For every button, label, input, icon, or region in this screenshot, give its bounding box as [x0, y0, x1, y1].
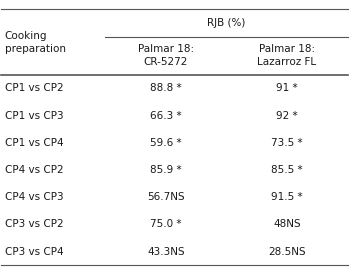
Text: 75.0 *: 75.0 * — [150, 220, 181, 229]
Text: 43.3NS: 43.3NS — [147, 247, 185, 256]
Text: RJB (%): RJB (%) — [207, 18, 246, 28]
Text: 92 *: 92 * — [276, 111, 298, 120]
Text: 66.3 *: 66.3 * — [150, 111, 182, 120]
Text: 56.7NS: 56.7NS — [147, 192, 185, 202]
Text: CP3 vs CP4: CP3 vs CP4 — [5, 247, 64, 256]
Text: Palmar 18:
CR-5272: Palmar 18: CR-5272 — [138, 44, 194, 67]
Text: Palmar 18:
Lazarroz FL: Palmar 18: Lazarroz FL — [258, 44, 317, 67]
Text: 91.5 *: 91.5 * — [271, 192, 303, 202]
Text: 85.9 *: 85.9 * — [150, 165, 182, 175]
Text: CP1 vs CP4: CP1 vs CP4 — [5, 138, 64, 148]
Text: 28.5NS: 28.5NS — [268, 247, 306, 256]
Text: 48NS: 48NS — [273, 220, 301, 229]
Text: CP4 vs CP3: CP4 vs CP3 — [5, 192, 64, 202]
Text: 91 *: 91 * — [276, 84, 298, 93]
Text: 88.8 *: 88.8 * — [150, 84, 182, 93]
Text: 85.5 *: 85.5 * — [271, 165, 303, 175]
Text: CP3 vs CP2: CP3 vs CP2 — [5, 220, 64, 229]
Text: CP4 vs CP2: CP4 vs CP2 — [5, 165, 64, 175]
Text: Cooking
preparation: Cooking preparation — [5, 30, 66, 54]
Text: 73.5 *: 73.5 * — [271, 138, 303, 148]
Text: CP1 vs CP2: CP1 vs CP2 — [5, 84, 64, 93]
Text: 59.6 *: 59.6 * — [150, 138, 182, 148]
Text: CP1 vs CP3: CP1 vs CP3 — [5, 111, 64, 120]
